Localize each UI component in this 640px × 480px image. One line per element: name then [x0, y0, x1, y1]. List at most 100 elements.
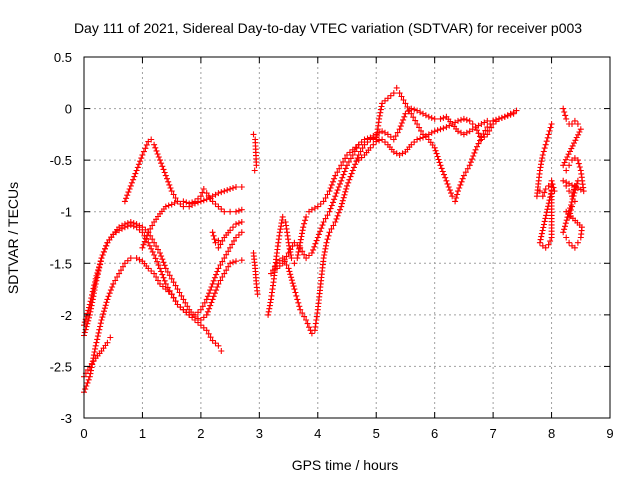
data-point — [540, 224, 547, 231]
data-point — [569, 142, 576, 149]
data-point — [160, 259, 167, 266]
data-point — [186, 311, 193, 318]
data-point — [498, 114, 505, 121]
y-axis-label: SDTVAR / TECUs — [5, 182, 21, 294]
data-point — [121, 260, 128, 267]
data-point — [310, 246, 317, 253]
data-point — [126, 186, 133, 192]
data-point — [209, 229, 216, 236]
data-point — [94, 333, 101, 340]
data-point — [182, 299, 189, 306]
data-point — [230, 185, 236, 191]
data-point — [484, 131, 491, 138]
data-point — [227, 208, 234, 215]
x-tick-label: 5 — [373, 426, 380, 441]
data-point — [112, 277, 119, 284]
data-point — [92, 275, 99, 282]
data-point — [144, 232, 151, 239]
data-point — [184, 303, 191, 310]
data-point — [453, 195, 460, 201]
data-point — [574, 121, 581, 127]
data-point — [294, 252, 301, 258]
data-point — [327, 185, 334, 191]
data-point — [455, 117, 461, 124]
data-point — [463, 116, 470, 123]
data-point — [337, 206, 343, 213]
data-point — [334, 169, 341, 176]
y-tick-label: 0.5 — [54, 50, 72, 65]
data-point — [86, 373, 93, 380]
data-point — [340, 194, 347, 201]
data-point — [270, 267, 276, 274]
data-point — [344, 162, 350, 169]
data-point — [346, 149, 353, 156]
data-point — [446, 187, 453, 194]
data-point — [235, 231, 242, 238]
data-point — [352, 144, 359, 151]
data-point — [563, 234, 570, 241]
data-point — [405, 108, 412, 115]
data-point — [542, 215, 549, 222]
data-point — [565, 151, 572, 158]
data-point — [211, 290, 218, 297]
data-point — [544, 134, 551, 141]
data-point — [203, 327, 210, 334]
data-point — [133, 224, 140, 231]
data-point — [299, 248, 306, 255]
data-point — [155, 154, 162, 160]
data-point — [157, 265, 163, 272]
data-point — [345, 179, 352, 186]
data-point — [174, 301, 181, 308]
data-point — [358, 139, 365, 146]
data-point — [364, 139, 371, 146]
data-point — [367, 136, 374, 143]
data-point — [543, 212, 550, 219]
data-point — [390, 136, 397, 143]
data-point — [332, 193, 339, 200]
data-point — [82, 386, 89, 393]
data-point — [351, 148, 358, 155]
data-point — [127, 255, 134, 262]
data-point — [211, 236, 218, 243]
data-point — [549, 181, 556, 188]
data-point — [563, 182, 570, 189]
data-point — [180, 198, 187, 205]
data-point — [466, 117, 473, 124]
data-point — [314, 234, 321, 241]
data-point — [410, 114, 417, 121]
data-point — [333, 215, 340, 222]
data-point — [566, 239, 573, 246]
data-point — [218, 206, 225, 213]
data-point — [569, 121, 575, 127]
data-point — [390, 90, 397, 97]
data-point — [225, 248, 232, 255]
data-point — [326, 208, 333, 215]
data-point — [218, 189, 225, 196]
data-point — [208, 299, 215, 306]
data-point — [131, 173, 138, 180]
data-point — [139, 229, 146, 236]
data-point — [384, 95, 391, 102]
data-point — [215, 237, 222, 244]
data-point — [342, 165, 349, 172]
data-point — [148, 245, 155, 252]
data-point — [475, 130, 482, 137]
data-point — [139, 244, 146, 251]
data-point — [147, 225, 154, 232]
data-point — [124, 223, 131, 230]
data-point — [444, 180, 451, 187]
data-point — [335, 209, 342, 216]
data-point — [344, 182, 350, 189]
data-point — [153, 274, 160, 280]
data-point — [123, 195, 130, 202]
plot-frame — [83, 56, 611, 419]
data-point — [566, 213, 573, 220]
data-point — [89, 288, 96, 295]
data-point — [98, 317, 105, 323]
data-point — [563, 167, 570, 174]
data-point — [474, 127, 480, 134]
data-point — [464, 165, 471, 172]
axis-ticks — [83, 56, 611, 419]
data-point — [331, 196, 338, 203]
data-point — [353, 145, 360, 152]
